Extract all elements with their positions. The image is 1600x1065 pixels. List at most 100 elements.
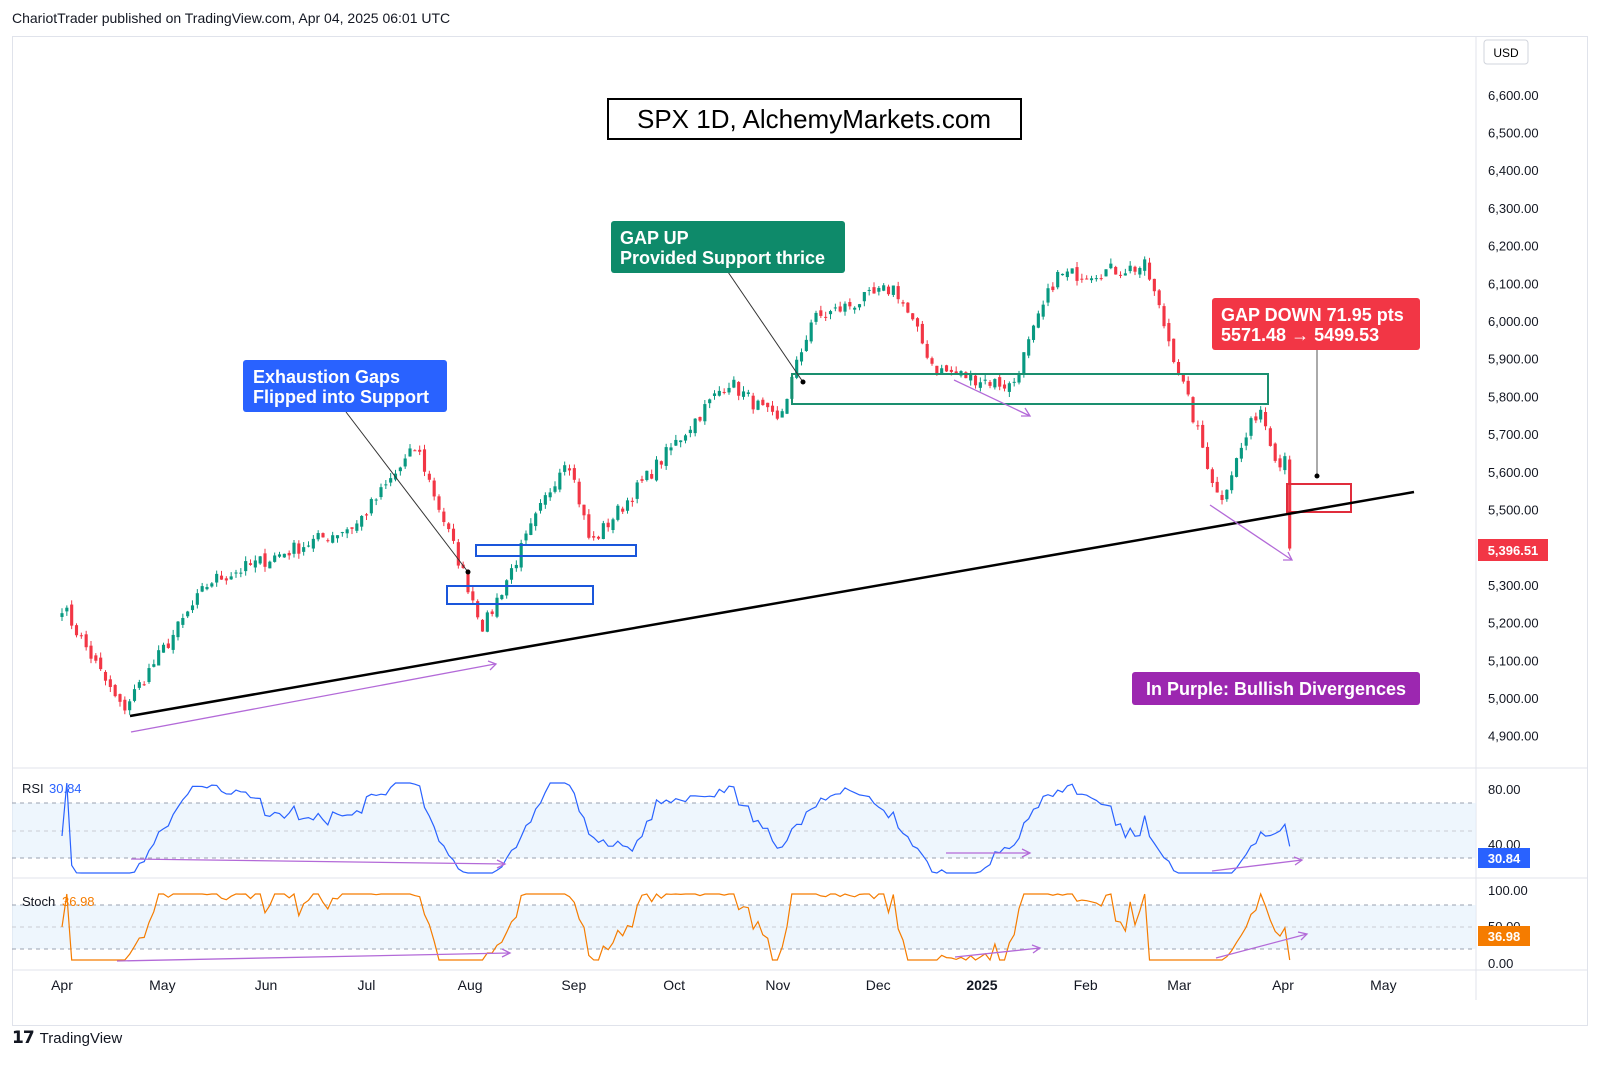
candle-body bbox=[688, 429, 692, 434]
exhaustion-gaps-line-2: Flipped into Support bbox=[253, 387, 429, 407]
candle-body bbox=[1268, 428, 1272, 446]
candle-body bbox=[302, 547, 306, 552]
candle-body bbox=[722, 391, 726, 393]
candle-body bbox=[234, 572, 238, 574]
candle-body bbox=[1230, 475, 1234, 491]
candle-body bbox=[751, 395, 755, 410]
candle-body bbox=[664, 447, 668, 466]
candle-body bbox=[181, 617, 185, 625]
arrow-head bbox=[496, 859, 507, 869]
price-tick-label: 5,300.00 bbox=[1488, 578, 1539, 593]
candle-body bbox=[1186, 380, 1190, 395]
price-tick-label: 6,500.00 bbox=[1488, 126, 1539, 141]
last-price-tag[interactable] bbox=[1478, 539, 1548, 561]
candle-body bbox=[403, 458, 407, 467]
exhaustion-gaps-label[interactable] bbox=[243, 360, 447, 412]
candle-body bbox=[780, 411, 784, 418]
candle-body bbox=[848, 302, 852, 307]
candle-body bbox=[1060, 273, 1065, 276]
candle-body bbox=[761, 399, 765, 406]
candle-body bbox=[630, 500, 634, 502]
stoch-level-0: 0.00 bbox=[1488, 956, 1513, 971]
candle-body bbox=[529, 523, 533, 535]
candle-body bbox=[369, 499, 373, 514]
price-divergence-arrow-3 bbox=[1209, 504, 1293, 561]
candle-body bbox=[703, 404, 707, 422]
price-divergence-arrow-1 bbox=[130, 663, 496, 733]
candle-body bbox=[166, 643, 170, 648]
gap-down-label[interactable] bbox=[1212, 298, 1420, 350]
time-axis-label: Mar bbox=[1167, 977, 1191, 993]
bullish-divergence-label[interactable] bbox=[1132, 672, 1420, 705]
rsi-value-header: 30.84 bbox=[49, 781, 82, 796]
candle-body bbox=[877, 287, 881, 292]
candle-body bbox=[248, 563, 253, 565]
time-axis-label: Apr bbox=[1272, 977, 1294, 993]
arrow-head bbox=[1293, 856, 1304, 866]
candle-body bbox=[683, 435, 688, 441]
currency-chip[interactable] bbox=[1483, 39, 1529, 65]
time-axis-label: Feb bbox=[1074, 977, 1098, 993]
stoch-divergence-arrow-3 bbox=[1215, 933, 1308, 959]
arrow-head bbox=[501, 948, 512, 958]
candle-body bbox=[1046, 288, 1050, 303]
arrow-head bbox=[1297, 931, 1309, 941]
candle-body bbox=[896, 286, 900, 300]
candle-body bbox=[514, 564, 518, 569]
candle-body bbox=[1225, 489, 1229, 500]
candle-body bbox=[99, 657, 103, 670]
candle-body bbox=[891, 285, 895, 295]
gap-up-label[interactable] bbox=[611, 221, 845, 273]
candle-body bbox=[1162, 306, 1166, 327]
price-tick-label: 5,700.00 bbox=[1488, 427, 1539, 442]
candle-body bbox=[732, 379, 736, 388]
candle-body bbox=[930, 358, 934, 364]
candle-body bbox=[273, 555, 277, 562]
candle-body bbox=[1036, 313, 1040, 328]
candle-body bbox=[200, 586, 204, 592]
candle-body bbox=[326, 540, 330, 542]
candle-body bbox=[543, 495, 547, 505]
candle-body bbox=[205, 587, 209, 590]
footer-brand[interactable]: TradingView bbox=[39, 1029, 123, 1047]
candle-body bbox=[505, 580, 509, 596]
time-axis-label: Nov bbox=[765, 977, 790, 993]
candle-body bbox=[292, 542, 296, 554]
arrow-head bbox=[1021, 848, 1032, 858]
candle-body bbox=[553, 486, 557, 492]
candle-body bbox=[1031, 325, 1036, 340]
support-trendline[interactable] bbox=[129, 490, 1415, 718]
candle-body bbox=[84, 634, 88, 648]
candle-body bbox=[103, 671, 108, 681]
connector-dot bbox=[1314, 473, 1320, 479]
candle-body bbox=[471, 591, 475, 601]
candle-body bbox=[152, 664, 156, 667]
candle-body bbox=[157, 650, 161, 666]
candle-body bbox=[577, 481, 581, 505]
time-axis-label: 2025 bbox=[966, 977, 997, 993]
candle-body bbox=[1191, 397, 1195, 423]
candle-body bbox=[737, 382, 741, 396]
candle-body bbox=[654, 459, 659, 481]
price-tick-label: 4,900.00 bbox=[1488, 729, 1539, 744]
time-axis-label: May bbox=[149, 977, 175, 993]
candle-body bbox=[287, 552, 291, 556]
candle-body bbox=[186, 611, 190, 617]
candle-body bbox=[79, 635, 83, 637]
candle-body bbox=[442, 511, 446, 523]
candle-body bbox=[659, 461, 663, 465]
candle-body bbox=[601, 523, 605, 540]
price-divergence-arrow-2 bbox=[953, 379, 1031, 417]
footer: 𝟭𝟳 TradingView bbox=[12, 1028, 122, 1048]
candle-body bbox=[1157, 290, 1161, 306]
candle-body bbox=[988, 382, 992, 386]
candle-body bbox=[635, 482, 639, 499]
candle-body bbox=[785, 398, 789, 414]
candle-body bbox=[1085, 278, 1089, 280]
candle-body bbox=[360, 515, 364, 527]
candle-body bbox=[1002, 384, 1007, 389]
candle-body bbox=[949, 369, 953, 372]
candle-body bbox=[1128, 265, 1132, 272]
candle-body bbox=[113, 685, 117, 697]
